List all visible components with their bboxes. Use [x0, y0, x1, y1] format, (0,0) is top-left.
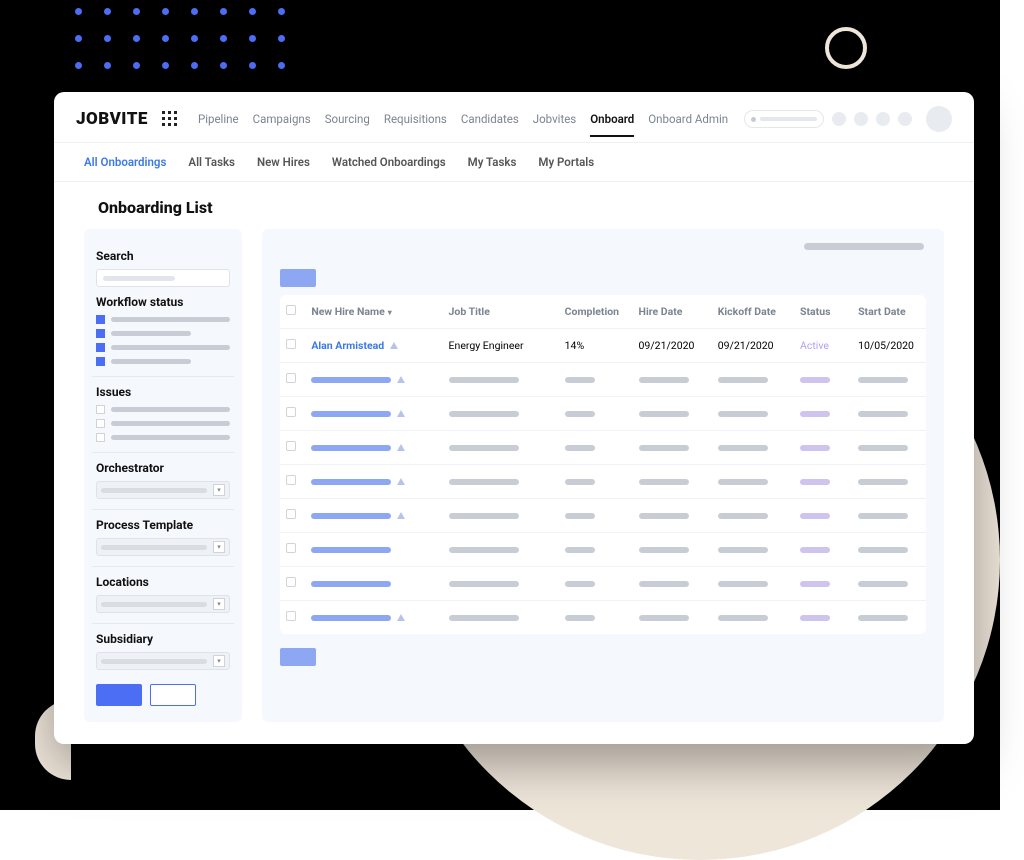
filter-chip[interactable] — [280, 269, 316, 287]
header-circle-icon[interactable] — [854, 112, 868, 126]
nav-item[interactable]: Pipeline — [198, 112, 239, 126]
nav-item[interactable]: Candidates — [461, 112, 519, 126]
background-ring-icon — [825, 27, 867, 69]
row-checkbox[interactable] — [286, 475, 296, 485]
header-circle-icon[interactable] — [832, 112, 846, 126]
search-input[interactable] — [96, 269, 230, 287]
header-circle-icon[interactable] — [898, 112, 912, 126]
onboarding-table: New Hire Name▾ Job Title Completion Hire… — [280, 295, 926, 634]
workflow-filter-row[interactable] — [96, 329, 230, 338]
col-job-title[interactable]: Job Title — [443, 295, 559, 329]
apps-grid-icon[interactable] — [162, 111, 178, 127]
col-kickoff-date[interactable]: Kickoff Date — [712, 295, 794, 329]
row-checkbox[interactable] — [286, 441, 296, 451]
process-template-label: Process Template — [96, 518, 230, 532]
cell-hire-date: 09/21/2020 — [633, 329, 712, 363]
main-panel: New Hire Name▾ Job Title Completion Hire… — [262, 229, 944, 722]
cell-start-date: 10/05/2020 — [852, 329, 926, 363]
row-checkbox[interactable] — [286, 611, 296, 621]
col-new-hire-name[interactable]: New Hire Name▾ — [305, 295, 442, 329]
search-label: Search — [96, 249, 230, 263]
nav-item[interactable]: Onboard Admin — [648, 112, 728, 126]
row-checkbox[interactable] — [286, 509, 296, 519]
col-start-date[interactable]: Start Date — [852, 295, 926, 329]
table-row[interactable] — [280, 533, 926, 567]
app-window: JOBVITE Pipeline Campaigns Sourcing Requisi… — [54, 92, 974, 744]
tab-item[interactable]: My Portals — [538, 155, 594, 169]
search-pill[interactable] — [744, 110, 824, 128]
table-row[interactable] — [280, 397, 926, 431]
tab-item[interactable]: New Hires — [257, 155, 310, 169]
workflow-status-label: Workflow status — [96, 295, 230, 309]
select-all-checkbox[interactable] — [286, 305, 296, 315]
sort-triangle-icon — [397, 410, 405, 417]
issue-filter-row[interactable] — [96, 405, 230, 414]
locations-select[interactable]: ▾ — [96, 595, 230, 613]
orchestrator-label: Orchestrator — [96, 461, 230, 475]
new-hire-link[interactable]: Alan Armistead — [311, 339, 384, 352]
col-completion[interactable]: Completion — [559, 295, 633, 329]
sub-tabs: All Onboardings All Tasks New Hires Watched… — [54, 143, 974, 182]
workflow-filter-row[interactable] — [96, 343, 230, 352]
apply-button[interactable] — [96, 684, 142, 706]
dot-grid — [75, 8, 285, 69]
table-row[interactable] — [280, 431, 926, 465]
nav-item[interactable]: Onboard — [590, 112, 634, 137]
top-bar: JOBVITE Pipeline Campaigns Sourcing Requisi… — [54, 92, 974, 143]
table-row[interactable] — [280, 567, 926, 601]
footer-chip[interactable] — [280, 648, 316, 666]
workflow-filter-row[interactable] — [96, 357, 230, 366]
avatar[interactable] — [926, 106, 952, 132]
col-status[interactable]: Status — [794, 295, 852, 329]
table-row[interactable] — [280, 363, 926, 397]
row-checkbox[interactable] — [286, 339, 296, 349]
top-nav: Pipeline Campaigns Sourcing Requisitions Can… — [198, 112, 728, 126]
cell-completion: 14% — [559, 329, 633, 363]
nav-item[interactable]: Campaigns — [253, 112, 311, 126]
nav-item[interactable]: Sourcing — [325, 112, 370, 126]
nav-item[interactable]: Jobvites — [533, 112, 576, 126]
col-hire-date[interactable]: Hire Date — [633, 295, 712, 329]
subsidiary-select[interactable]: ▾ — [96, 652, 230, 670]
header-placeholder — [804, 243, 924, 250]
row-checkbox[interactable] — [286, 373, 296, 383]
sort-triangle-icon — [397, 614, 405, 621]
table-row[interactable] — [280, 499, 926, 533]
sort-triangle-icon — [397, 376, 405, 383]
row-checkbox[interactable] — [286, 577, 296, 587]
tab-item[interactable]: All Onboardings — [84, 155, 166, 169]
process-template-select[interactable]: ▾ — [96, 538, 230, 556]
subsidiary-label: Subsidiary — [96, 632, 230, 646]
cell-kickoff-date: 09/21/2020 — [712, 329, 794, 363]
cell-job-title: Energy Engineer — [443, 329, 559, 363]
sort-caret-icon: ▾ — [388, 308, 392, 317]
tab-item[interactable]: My Tasks — [468, 155, 517, 169]
sort-triangle-icon — [397, 444, 405, 451]
cell-status: Active — [794, 329, 852, 363]
sort-triangle-icon — [397, 512, 405, 519]
locations-label: Locations — [96, 575, 230, 589]
issue-filter-row[interactable] — [96, 433, 230, 442]
reset-button[interactable] — [150, 684, 196, 706]
top-bar-right — [744, 106, 952, 132]
row-checkbox[interactable] — [286, 407, 296, 417]
nav-item[interactable]: Requisitions — [384, 112, 447, 126]
table-row[interactable] — [280, 465, 926, 499]
orchestrator-select[interactable]: ▾ — [96, 481, 230, 499]
header-circle-icon[interactable] — [876, 112, 890, 126]
filter-sidebar: Search Workflow status Issues Orchestrat… — [84, 229, 242, 722]
table-row[interactable] — [280, 601, 926, 635]
workflow-filter-row[interactable] — [96, 315, 230, 324]
sort-triangle-icon — [390, 342, 398, 349]
issue-filter-row[interactable] — [96, 419, 230, 428]
tab-item[interactable]: All Tasks — [188, 155, 235, 169]
table-row[interactable]: Alan ArmisteadEnergy Engineer14%09/21/20… — [280, 329, 926, 363]
page-title: Onboarding List — [98, 198, 944, 217]
sort-triangle-icon — [397, 478, 405, 485]
tab-item[interactable]: Watched Onboardings — [332, 155, 446, 169]
row-checkbox[interactable] — [286, 543, 296, 553]
issues-label: Issues — [96, 385, 230, 399]
brand-logo: JOBVITE — [76, 109, 148, 129]
